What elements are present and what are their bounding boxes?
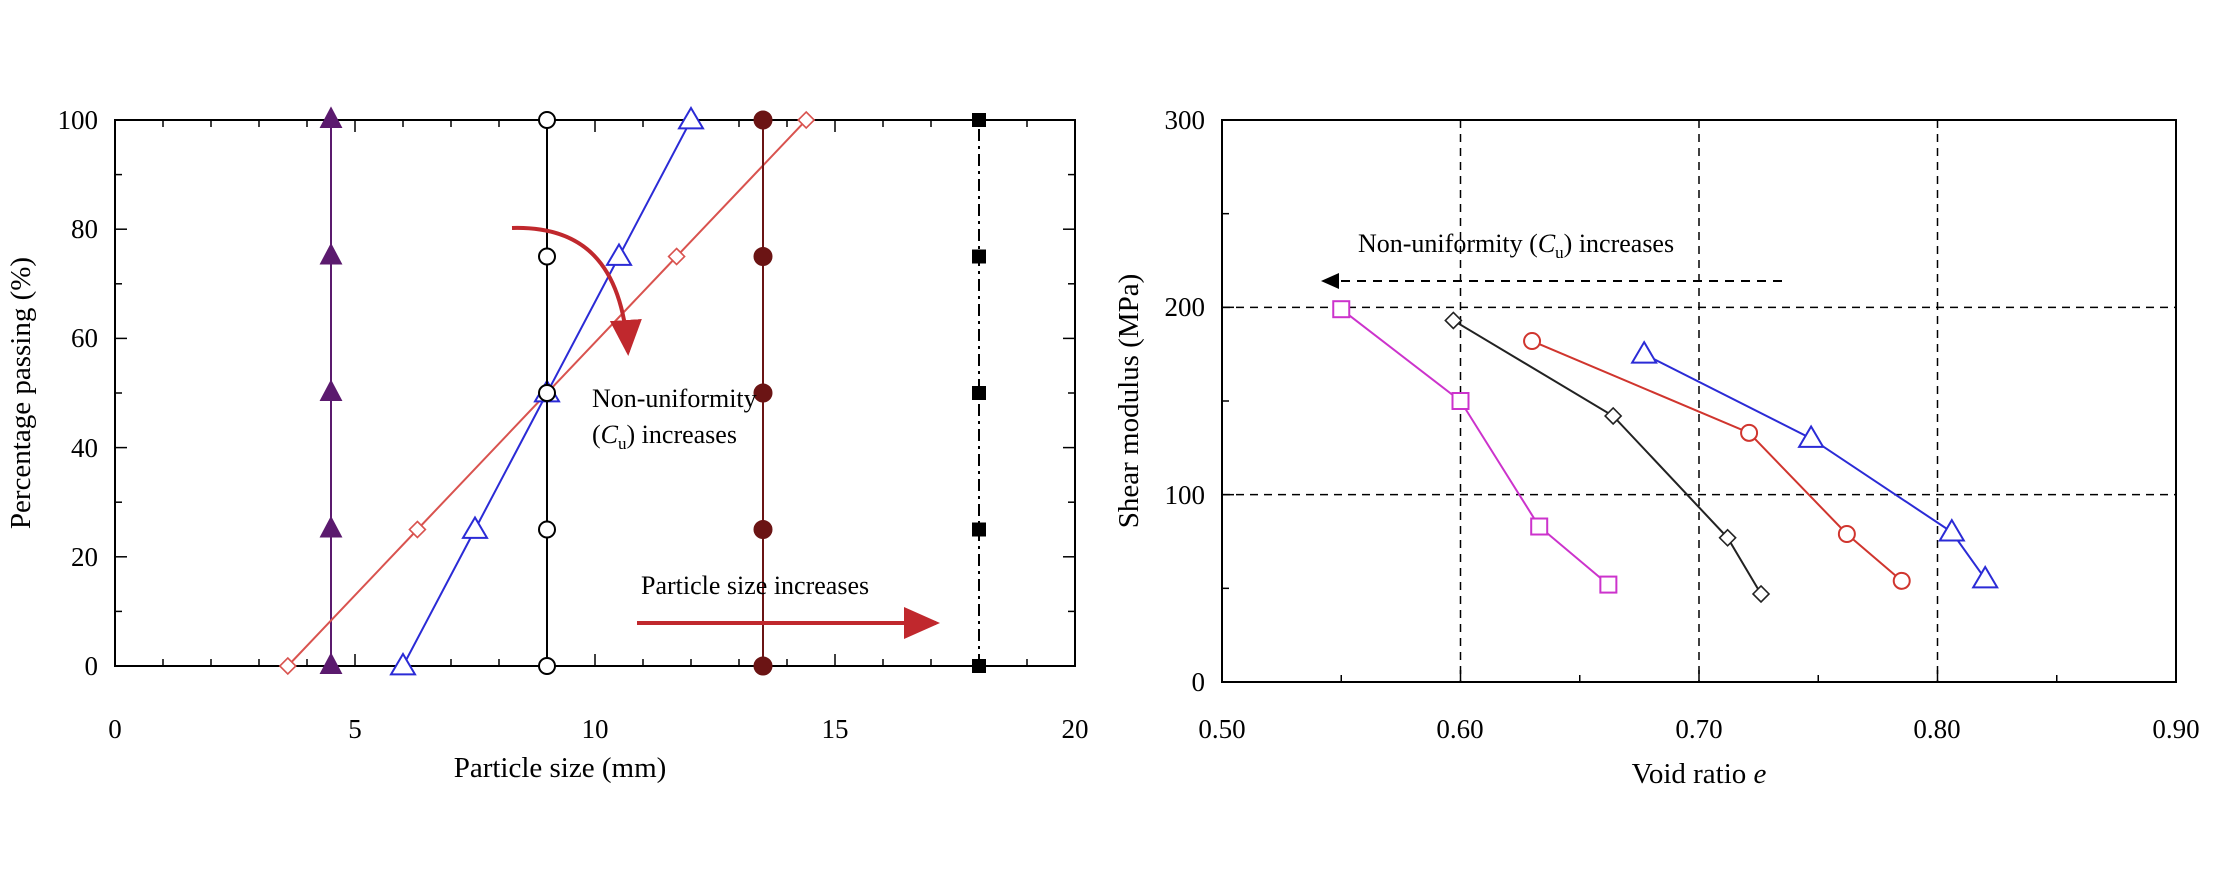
grading-series-4-point-1 [538,657,556,675]
grading-x-tick-5: 5 [348,714,362,744]
grading-series-5-point-5 [753,110,773,130]
shear-series-1-point-4 [1599,575,1618,594]
grading-series-6-point-1 [972,659,986,673]
grading-series-4-point-2 [538,520,556,539]
grading-x-tick-10: 10 [582,714,609,744]
grading-series-6-point-3 [972,386,986,400]
size-increases-text: Particle size increases [641,571,869,600]
grading-series-2-point-4 [667,247,686,266]
shear-series-3-line [1531,340,1903,582]
shear-series-2-line [1452,319,1762,595]
shear-series-3-point-4 [1892,571,1911,590]
shear-series-2-point-1 [1444,311,1463,330]
grading-series-5-point-4 [753,247,773,266]
shear-x-tick-050: 0.50 [1198,714,1245,744]
grading-series-4-point-3 [538,384,556,402]
shear-x-tick-090: 0.90 [2152,714,2199,744]
shear-series-4-point-1 [1630,340,1658,364]
grading-series-1-point-4 [319,242,343,265]
shear-series-3-point-1 [1523,332,1542,351]
grading-series-5-point-2 [753,520,773,539]
grading-x-tick-15: 15 [822,714,849,744]
shear-series-4-point-2 [1797,424,1825,448]
grading-y-tick-0: 0 [85,651,99,681]
shear-x-tick-080: 0.80 [1913,714,1960,744]
shear-series-1-line [1340,308,1610,586]
grading-cu-annotation-line1: Non-uniformity [592,384,757,413]
grading-series-1-point-5 [319,106,343,128]
grading-series-3-point-5 [677,106,705,130]
grading-x-tick-20: 20 [1062,714,1089,744]
shear-y-tick-0: 0 [1192,667,1206,697]
shear-grid [1222,120,2176,682]
shear-series-4-line [1643,353,1987,580]
shear-series-1-point-2 [1451,392,1470,410]
shear-series [1332,300,1999,604]
grading-series-5-point-1 [753,656,773,676]
grading-series-4-point-4 [538,247,556,266]
shear-y-tick-100: 100 [1165,480,1206,510]
shear-series-3-point-2 [1740,423,1759,442]
shear-cu-annotation: Non-uniformity (Cu) increases [1358,229,1674,262]
grading-series-4-point-5 [538,111,556,129]
grading-series-1-point-3 [319,379,343,401]
grading-y-tick-40: 40 [71,433,98,463]
grading-y-tick-20: 20 [71,542,98,572]
shear-series-2-point-4 [1751,584,1771,604]
shear-y-tick-200: 200 [1165,292,1206,322]
shear-series-4-point-3 [1938,518,1966,542]
grading-series-2-point-2 [408,520,427,539]
grading-series-3-point-1 [389,652,417,676]
grading-y-tick-60: 60 [71,323,98,353]
grading-chart: 0 5 10 15 20 0 20 40 60 80 100 Particle … [5,105,1089,784]
grading-x-axis-title: Particle size (mm) [454,752,667,784]
grading-cu-annotation-line2: (Cu) increases [592,420,737,453]
grading-series-6-point-4 [972,249,986,264]
grading-series-5-point-3 [753,383,773,403]
grading-series-2-point-1 [278,656,297,676]
shear-x-axis-title: Void ratio e [1632,758,1767,790]
shear-y-tick-300: 300 [1165,105,1206,135]
shear-ticks [1221,119,2177,683]
grading-series-3-point-2 [461,515,489,539]
shear-series-1-point-3 [1530,517,1549,536]
grading-y-tick-100: 100 [58,105,99,135]
shear-x-tick-070: 0.70 [1675,714,1722,744]
shear-y-axis-title: Shear modulus (MPa) [1113,274,1145,529]
grading-series-2-point-5 [797,110,816,130]
grading-y-tick-80: 80 [71,214,98,244]
shear-modulus-chart: 0.50 0.60 0.70 0.80 0.90 0 100 200 300 V… [1113,105,2200,790]
shear-series-1-point-1 [1332,300,1351,319]
shear-series-2-point-2 [1604,406,1623,426]
grading-series-6-point-2 [972,522,986,537]
grading-series-3-point-4 [605,242,633,266]
shear-series-2-point-3 [1718,528,1737,547]
shear-series-4-point-4 [1971,564,1999,589]
shear-x-tick-060: 0.60 [1436,714,1483,744]
grading-x-tick-0: 0 [108,714,122,744]
grading-series-1-point-2 [319,515,343,538]
grading-y-axis-title: Percentage passing (%) [5,257,37,529]
grading-series-1-point-1 [319,652,343,674]
grading-series-6-point-5 [972,113,986,127]
shear-series-3-point-3 [1837,525,1856,544]
cu-curved-arrow [511,225,642,356]
grading-series [278,106,986,676]
